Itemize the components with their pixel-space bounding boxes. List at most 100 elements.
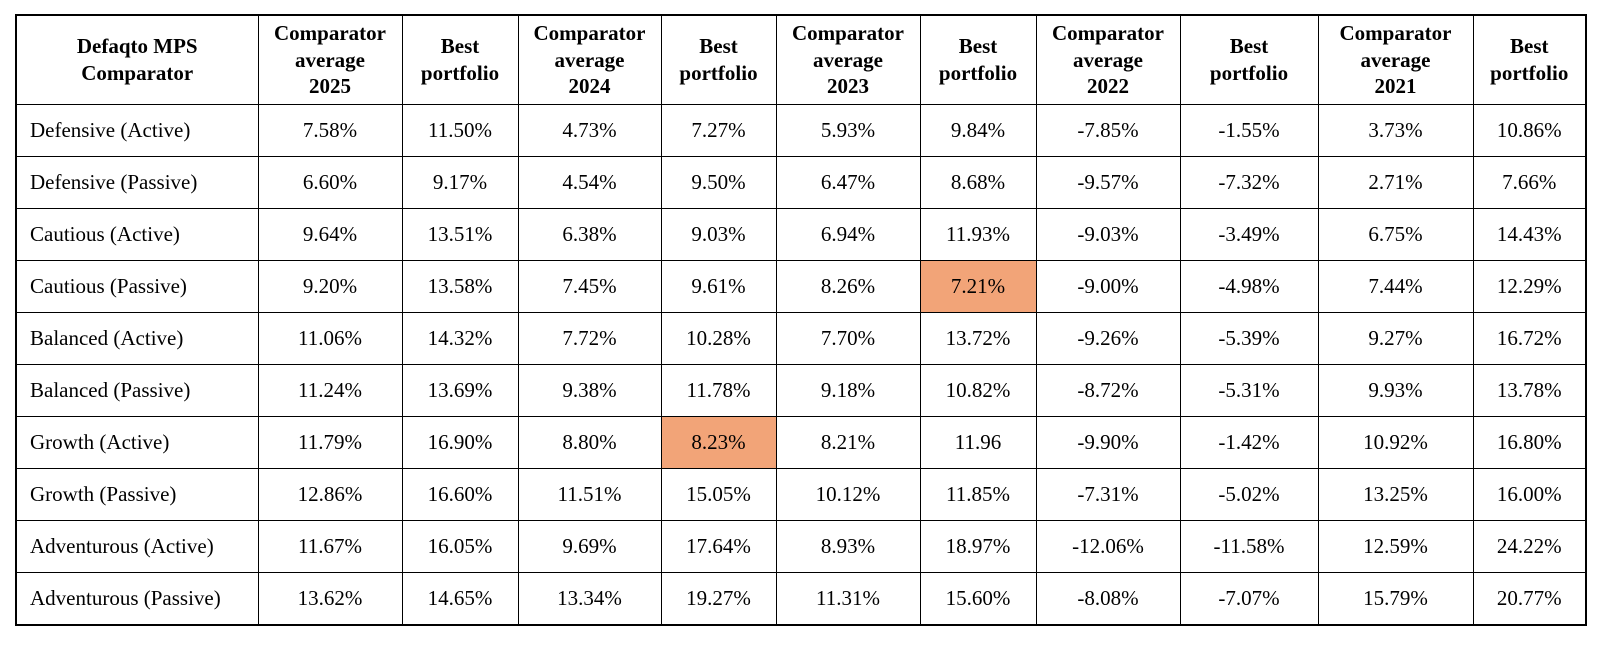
row-label: Cautious (Active) [15, 208, 259, 261]
table-row: Balanced (Active) 11.06% 14.32% 7.72% 10.28%… [15, 312, 1587, 365]
value-cell: -8.72% [1035, 364, 1181, 417]
value-cell: 16.72% [1472, 312, 1587, 365]
value-cell: -7.32% [1179, 156, 1319, 209]
value-cell: -1.42% [1179, 416, 1319, 469]
value-cell: 11.50% [401, 104, 519, 157]
value-cell: 7.27% [660, 104, 777, 157]
value-cell: -7.85% [1035, 104, 1181, 157]
value-cell: 9.69% [517, 520, 662, 573]
table-row: Adventurous (Active) 11.67% 16.05% 9.69% 17.… [15, 520, 1587, 573]
value-cell: 6.94% [775, 208, 921, 261]
table-row: Cautious (Passive) 9.20% 13.58% 7.45% 9.61% 8… [15, 260, 1587, 313]
value-cell: 11.31% [775, 572, 921, 626]
table-row: Growth (Passive) 12.86% 16.60% 11.51% 15.05%… [15, 468, 1587, 521]
row-label: Adventurous (Active) [15, 520, 259, 573]
value-cell: 14.65% [401, 572, 519, 626]
row-label: Defensive (Passive) [15, 156, 259, 209]
header-row: Defaqto MPS Comparator Comparator averag… [15, 14, 1587, 105]
value-cell: 13.69% [401, 364, 519, 417]
value-cell: 9.38% [517, 364, 662, 417]
value-cell: 15.05% [660, 468, 777, 521]
value-cell: -4.98% [1179, 260, 1319, 313]
value-cell: 20.77% [1472, 572, 1587, 626]
value-cell: 11.79% [257, 416, 403, 469]
value-cell: 9.18% [775, 364, 921, 417]
value-cell: 6.47% [775, 156, 921, 209]
value-cell: 9.50% [660, 156, 777, 209]
value-cell: 18.97% [919, 520, 1037, 573]
value-cell: 7.66% [1472, 156, 1587, 209]
table-row: Cautious (Active) 9.64% 13.51% 6.38% 9.03% 6.… [15, 208, 1587, 261]
value-cell: 19.27% [660, 572, 777, 626]
value-cell: 11.93% [919, 208, 1037, 261]
value-cell: 7.45% [517, 260, 662, 313]
column-header: Comparator average 2022 [1035, 14, 1181, 105]
value-cell: 15.79% [1317, 572, 1474, 626]
row-label: Growth (Passive) [15, 468, 259, 521]
value-cell: 8.80% [517, 416, 662, 469]
column-header: Best portfolio [660, 14, 777, 105]
value-cell: 7.72% [517, 312, 662, 365]
value-cell: 10.92% [1317, 416, 1474, 469]
value-cell: 12.86% [257, 468, 403, 521]
value-cell: 13.58% [401, 260, 519, 313]
value-cell: 11.96 [919, 416, 1037, 469]
value-cell: 12.59% [1317, 520, 1474, 573]
row-label: Cautious (Passive) [15, 260, 259, 313]
value-cell: 7.44% [1317, 260, 1474, 313]
value-cell: -5.39% [1179, 312, 1319, 365]
value-cell: 13.72% [919, 312, 1037, 365]
value-cell: 13.34% [517, 572, 662, 626]
value-cell: 16.80% [1472, 416, 1587, 469]
value-cell: 11.51% [517, 468, 662, 521]
table-row: Balanced (Passive) 11.24% 13.69% 9.38% 11.78… [15, 364, 1587, 417]
column-header: Comparator average 2021 [1317, 14, 1474, 105]
value-cell: 11.06% [257, 312, 403, 365]
corner-header: Defaqto MPS Comparator [15, 14, 259, 105]
value-cell: 16.00% [1472, 468, 1587, 521]
column-header: Comparator average 2023 [775, 14, 921, 105]
value-cell: 14.32% [401, 312, 519, 365]
row-label: Growth (Active) [15, 416, 259, 469]
value-cell: 10.28% [660, 312, 777, 365]
value-cell: 3.73% [1317, 104, 1474, 157]
value-cell: 8.21% [775, 416, 921, 469]
value-cell: -11.58% [1179, 520, 1319, 573]
value-cell: 11.67% [257, 520, 403, 573]
value-cell: -9.57% [1035, 156, 1181, 209]
table-body: Defensive (Active) 7.58% 11.50% 4.73% 7.27% 5… [15, 104, 1587, 626]
value-cell: 4.73% [517, 104, 662, 157]
column-header: Comparator average 2025 [257, 14, 403, 105]
value-cell: 7.70% [775, 312, 921, 365]
value-cell: 13.62% [257, 572, 403, 626]
value-cell: 9.20% [257, 260, 403, 313]
value-cell: 8.68% [919, 156, 1037, 209]
table-row: Defensive (Active) 7.58% 11.50% 4.73% 7.27% 5… [15, 104, 1587, 157]
value-cell: 9.64% [257, 208, 403, 261]
value-cell: 16.90% [401, 416, 519, 469]
highlighted-value-cell: 8.23% [660, 416, 777, 469]
value-cell: 10.12% [775, 468, 921, 521]
value-cell: 12.29% [1472, 260, 1587, 313]
value-cell: -12.06% [1035, 520, 1181, 573]
value-cell: 15.60% [919, 572, 1037, 626]
highlighted-value-cell: 7.21% [919, 260, 1037, 313]
value-cell: 6.60% [257, 156, 403, 209]
column-header: Best portfolio [1472, 14, 1587, 105]
value-cell: -7.07% [1179, 572, 1319, 626]
value-cell: 6.75% [1317, 208, 1474, 261]
mps-comparator-table: Defaqto MPS Comparator Comparator averag… [15, 14, 1587, 626]
table-row: Growth (Active) 11.79% 16.90% 8.80% 8.23% 8.2… [15, 416, 1587, 469]
column-header: Comparator average 2024 [517, 14, 662, 105]
value-cell: 9.03% [660, 208, 777, 261]
value-cell: 11.24% [257, 364, 403, 417]
comparator-table-container: Defaqto MPS Comparator Comparator averag… [15, 14, 1587, 626]
value-cell: 9.84% [919, 104, 1037, 157]
value-cell: -5.31% [1179, 364, 1319, 417]
value-cell: 10.86% [1472, 104, 1587, 157]
column-header: Best portfolio [401, 14, 519, 105]
value-cell: -7.31% [1035, 468, 1181, 521]
table-row: Adventurous (Passive) 13.62% 14.65% 13.34% 1… [15, 572, 1587, 626]
value-cell: 14.43% [1472, 208, 1587, 261]
row-label: Adventurous (Passive) [15, 572, 259, 626]
